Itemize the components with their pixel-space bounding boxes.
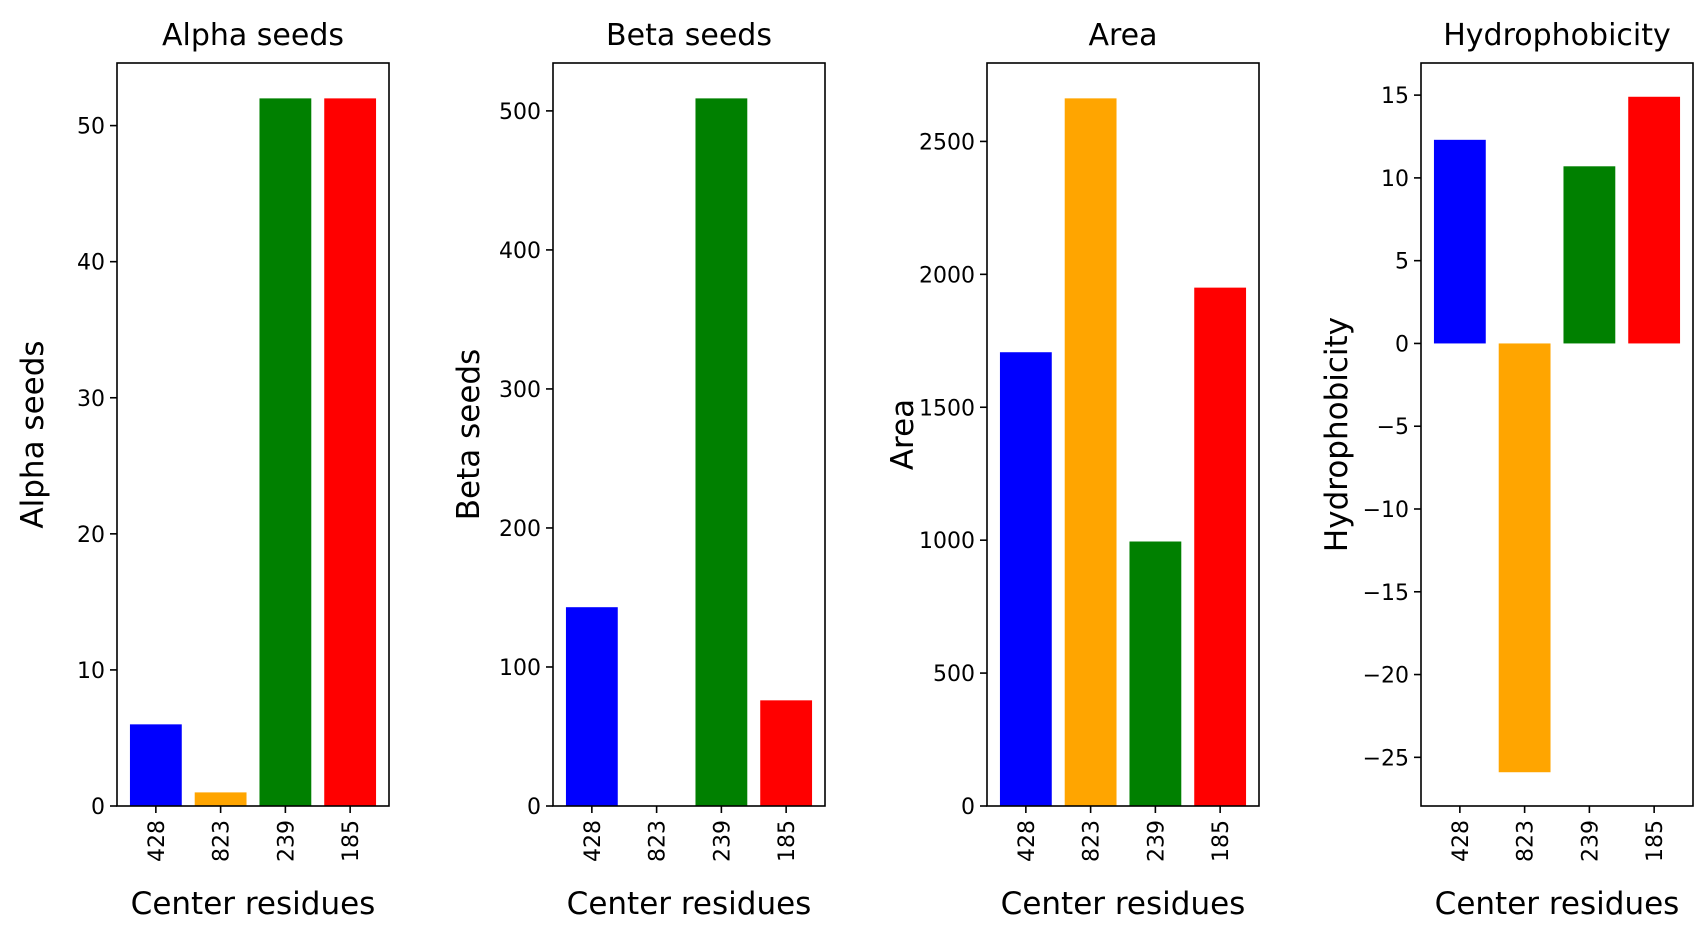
y-tick-label: 5 [1395,250,1409,275]
y-tick-label: 15 [1381,84,1409,109]
y-tick-label: 0 [91,795,105,820]
panel-title: Hydrophobicity [1443,18,1671,53]
x-tick-label: 823 [1514,820,1539,862]
x-tick-label: 185 [775,820,800,862]
y-tick-label: −10 [1363,498,1409,523]
x-tick-label: 823 [1080,820,1105,862]
bar-185 [1194,287,1247,806]
bar-239 [1563,166,1616,344]
x-tick-label: 185 [339,820,364,862]
bar-185 [1628,96,1681,344]
y-tick-label: 0 [527,795,541,820]
y-tick-label: 20 [77,523,105,548]
x-tick-label: 428 [1015,820,1040,862]
y-axis-label: Alpha seeds [15,340,51,528]
y-tick-label: 2500 [919,130,975,155]
x-tick-label: 823 [210,820,235,862]
plot-frame [552,62,826,807]
x-axis-label: Center residues [567,886,812,922]
bar-185 [760,700,813,806]
y-tick-label: 400 [499,239,541,264]
y-tick-label: 10 [77,659,105,684]
panel-title: Area [1088,18,1157,53]
bar-823 [1064,98,1117,807]
x-tick-label: 239 [1578,820,1603,862]
y-axis-label: Beta seeds [451,349,487,520]
y-tick-label: 200 [499,517,541,542]
y-tick-label: −5 [1377,415,1409,440]
bar-239 [695,98,748,806]
x-tick-label: 823 [646,820,671,862]
plot-frame [1420,62,1694,807]
x-tick-label: 239 [1144,820,1169,862]
y-tick-label: 0 [1395,332,1409,357]
x-tick-label: 428 [581,820,606,862]
y-tick-label: 300 [499,378,541,403]
y-tick-label: 1000 [919,529,975,554]
bar-428 [1433,139,1486,344]
y-tick-label: 100 [499,656,541,681]
x-axis-label: Center residues [1435,886,1680,922]
y-axis-label: Area [885,399,921,470]
bar-239 [1129,541,1182,806]
x-tick-label: 428 [145,820,170,862]
bar-428 [565,607,618,806]
bar-185 [324,98,377,806]
y-tick-label: 10 [1381,167,1409,192]
y-axis-label: Hydrophobicity [1319,317,1355,552]
bar-823 [1498,343,1551,773]
y-tick-label: −15 [1363,581,1409,606]
y-tick-label: 2000 [919,263,975,288]
y-tick-label: 50 [77,115,105,140]
plot-frame [986,62,1260,807]
x-axis-label: Center residues [1001,886,1246,922]
x-tick-label: 239 [710,820,735,862]
bar-428 [129,724,182,806]
y-tick-label: −25 [1363,746,1409,771]
y-tick-label: 40 [77,251,105,276]
panel-title: Beta seeds [606,18,772,53]
panel-title: Alpha seeds [162,18,344,53]
x-tick-label: 185 [1209,820,1234,862]
x-tick-label: 428 [1449,820,1474,862]
y-tick-label: 0 [961,795,975,820]
plot-frame [116,62,390,807]
y-tick-label: −20 [1363,664,1409,689]
bar-823 [194,792,247,806]
x-tick-label: 239 [274,820,299,862]
x-axis-label: Center residues [131,886,376,922]
bar-239 [259,98,312,806]
y-tick-label: 30 [77,387,105,412]
x-tick-label: 185 [1643,820,1668,862]
y-tick-label: 500 [933,662,975,687]
y-tick-label: 1500 [919,396,975,421]
bar-428 [999,352,1052,806]
y-tick-label: 500 [499,100,541,125]
